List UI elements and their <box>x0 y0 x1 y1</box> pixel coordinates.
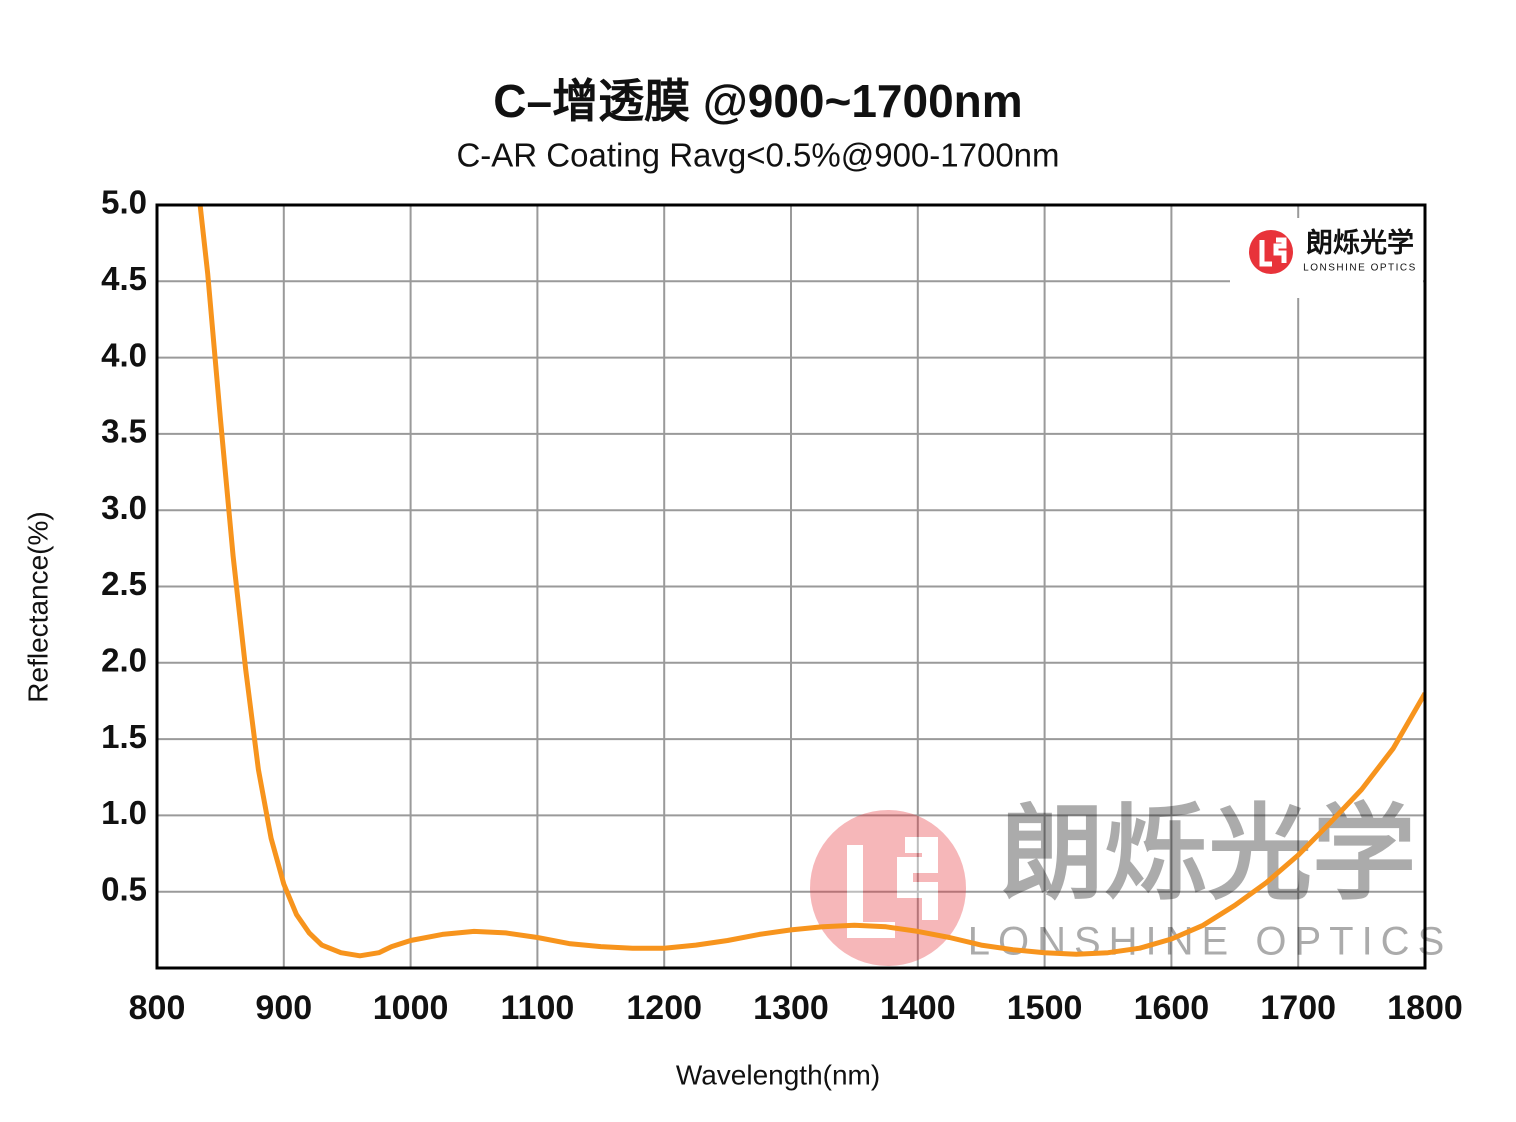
y-tick-label: 3.5 <box>101 413 147 450</box>
y-tick-label: 0.5 <box>101 870 147 907</box>
x-tick-label: 1200 <box>626 989 702 1027</box>
data-line <box>197 205 1425 959</box>
y-tick-label: 2.5 <box>101 565 147 602</box>
x-tick-label: 1400 <box>880 989 956 1027</box>
x-tick-label: 1800 <box>1387 989 1463 1027</box>
x-tick-label: 1300 <box>753 989 829 1027</box>
x-tick-label: 1000 <box>373 989 449 1027</box>
watermark: 朗烁光学 LONSHINE OPTICS <box>810 796 1453 966</box>
y-tick-label: 3.0 <box>101 489 147 526</box>
y-tick-label: 4.0 <box>101 336 147 373</box>
x-axis-label: Wavelength(nm) <box>676 1059 880 1090</box>
x-tick-label: 1500 <box>1007 989 1083 1027</box>
plot-frame <box>155 203 1427 970</box>
x-tick-label: 1600 <box>1134 989 1210 1027</box>
chart-title: C–增透膜 @900~1700nm <box>493 75 1022 127</box>
logo-name: 朗烁光学 <box>1306 227 1414 258</box>
watermark-logo-mark <box>810 810 966 966</box>
x-tick-label: 1700 <box>1260 989 1336 1027</box>
y-tick-label: 1.0 <box>101 794 147 831</box>
logo-tagline: LONSHINE OPTICS <box>1303 263 1417 274</box>
x-tick-label: 800 <box>129 989 186 1027</box>
y-axis-label: Reflectance(%) <box>22 511 53 702</box>
y-tick-label: 4.5 <box>101 260 147 297</box>
chart-subtitle: C-AR Coating Ravg<0.5%@900-1700nm <box>456 137 1059 174</box>
plot-area <box>197 205 1425 959</box>
y-tick-label: 2.0 <box>101 642 147 679</box>
logo-glyph <box>1259 237 1287 267</box>
watermark-logo-glyph <box>847 837 938 938</box>
watermark-tagline: LONSHINE OPTICS <box>968 920 1453 964</box>
x-tick-label: 900 <box>255 989 312 1027</box>
y-tick-label: 5.0 <box>101 184 147 221</box>
watermark-name: 朗烁光学 <box>1000 796 1416 912</box>
logo: 朗烁光学 LONSHINE OPTICS <box>1230 218 1423 298</box>
x-tick-label: 1100 <box>501 989 575 1027</box>
y-tick-label: 1.5 <box>101 718 147 755</box>
